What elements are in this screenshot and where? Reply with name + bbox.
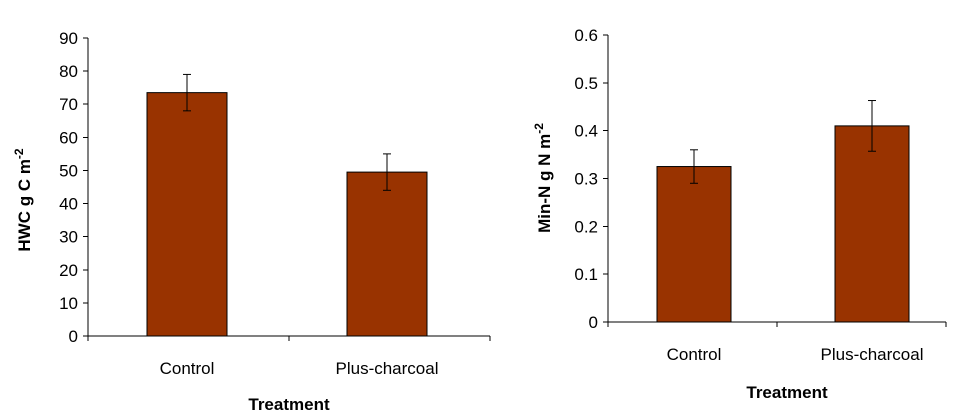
- hwc-x-axis-title: Treatment: [248, 395, 330, 414]
- hwc-bar-control: [146, 92, 228, 337]
- hwc-y-tick-label: 50: [59, 161, 78, 180]
- hwc-y-tick-label: 60: [59, 128, 78, 147]
- min-n-y-tick-label: 0.1: [574, 265, 598, 284]
- min-n-y-axis-title: Min-N g N m-2: [532, 123, 554, 233]
- min-n-y-tick-label: 0.3: [574, 170, 598, 189]
- hwc-y-tick-label: 90: [59, 29, 78, 48]
- hwc-x-tick-label: Plus-charcoal: [336, 359, 439, 378]
- min-n-y-tick-label: 0: [589, 313, 598, 332]
- min-n-y-axis-title-main: Min-N g N m: [535, 134, 554, 233]
- hwc-y-tick-label: 0: [69, 327, 78, 346]
- min-n-x-axis-title: Treatment: [746, 383, 828, 402]
- min-n-error-bar-1: [868, 100, 876, 152]
- hwc-y-tick-label: 70: [59, 95, 78, 114]
- hwc-y-tick-label: 80: [59, 62, 78, 81]
- hwc-bar-plus-charcoal: [346, 171, 428, 337]
- min-n-bar-control: [656, 166, 732, 323]
- min-n-y-axis-title-superscript: -2: [532, 123, 546, 134]
- hwc-error-bar-1: [383, 153, 391, 191]
- hwc-y-tick-label: 40: [59, 195, 78, 214]
- hwc-y-axis-title-superscript: -2: [12, 148, 26, 159]
- hwc-x-tick-label: Control: [160, 359, 215, 378]
- hwc-y-axis-title: HWC g C m-2: [12, 148, 34, 252]
- min-n-y-tick-label: 0.2: [574, 217, 598, 236]
- min-n-y-tick-label: 0.5: [574, 74, 598, 93]
- min-n-x-tick-label: Plus-charcoal: [821, 345, 924, 364]
- min-n-error-bar-0: [690, 149, 698, 184]
- hwc-chart: 0 10 20 30 40 50 60 70 80 90 Control Plus-charcoal T…: [12, 29, 491, 414]
- min-n-bar-plus-charcoal: [834, 125, 910, 323]
- hwc-y-tick-label: 30: [59, 228, 78, 247]
- hwc-error-bar-0: [183, 73, 191, 112]
- min-n-y-tick-label: 0.6: [574, 26, 598, 45]
- hwc-y-axis-title-main: HWC g C m: [15, 159, 34, 252]
- min-n-y-tick-label: 0.4: [574, 122, 598, 141]
- min-n-x-tick-label: Control: [667, 345, 722, 364]
- min-n-chart: 0 0.1 0.2 0.3 0.4 0.5 0.6 Control Plus-charcoal T…: [532, 26, 947, 402]
- hwc-y-tick-label: 10: [59, 294, 78, 313]
- hwc-y-tick-label: 20: [59, 261, 78, 280]
